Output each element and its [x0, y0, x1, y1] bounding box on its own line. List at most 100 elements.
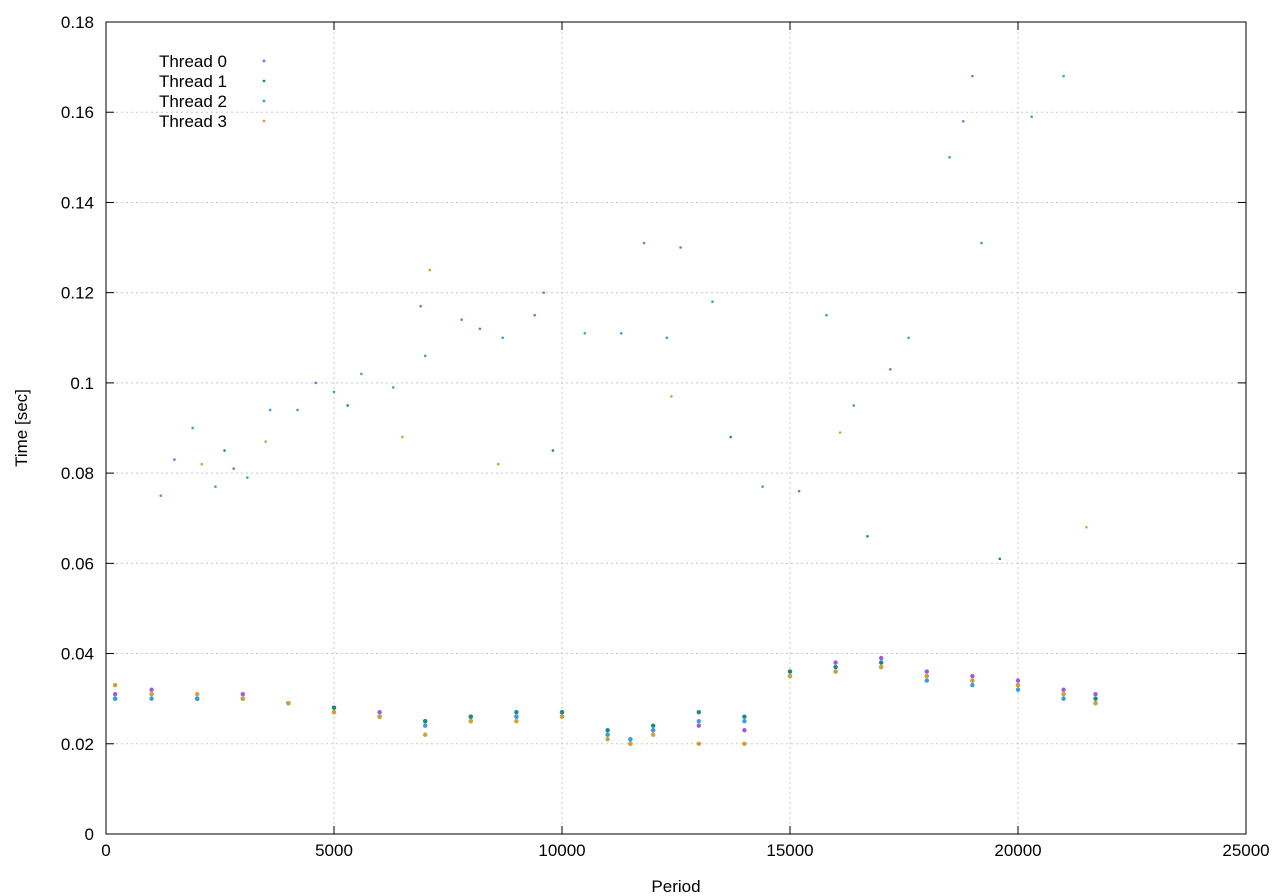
y-tick-label: 0.16	[61, 103, 94, 122]
outlier-point	[761, 485, 764, 488]
data-point	[742, 741, 747, 746]
outliers-thread-0	[173, 74, 974, 493]
y-tick-label: 0.12	[61, 284, 94, 303]
data-point	[1061, 696, 1066, 701]
data-point	[879, 655, 884, 661]
legend-marker	[262, 99, 266, 103]
legend-label: Thread 1	[159, 72, 227, 91]
data-point	[423, 719, 428, 724]
data-point	[468, 714, 473, 719]
data-point	[970, 682, 975, 688]
data-point	[1015, 682, 1021, 688]
data-point	[924, 673, 929, 679]
data-point	[605, 737, 610, 742]
outlier-point	[391, 386, 395, 389]
outlier-point	[542, 291, 546, 294]
outlier-point	[1030, 115, 1033, 119]
data-point	[240, 696, 245, 701]
outlier-point	[619, 331, 623, 335]
series-thread-1	[112, 660, 1098, 742]
outlier-point	[314, 381, 318, 385]
data-point	[149, 691, 154, 697]
data-point	[1093, 700, 1098, 706]
outlier-point	[665, 336, 669, 340]
outliers-thread-1	[223, 404, 1002, 561]
outlier-point	[332, 390, 336, 394]
data-point	[879, 664, 884, 670]
outliers-thread-2	[159, 74, 1065, 497]
x-tick-label: 25000	[1222, 841, 1269, 860]
data-point	[833, 664, 838, 670]
legend-label: Thread 3	[159, 112, 227, 131]
data-point	[1015, 678, 1021, 683]
data-point	[696, 741, 701, 746]
outliers-thread-3	[200, 268, 1088, 529]
outlier-point	[980, 241, 983, 245]
data-points	[112, 74, 1098, 746]
x-axis-title: Period	[651, 877, 700, 896]
data-point	[605, 732, 610, 737]
outlier-point	[428, 268, 432, 272]
grid-lines	[106, 22, 1246, 834]
outlier-point	[200, 462, 204, 466]
data-point	[742, 728, 747, 733]
outlier-point	[797, 489, 801, 493]
outlier-point	[478, 327, 482, 331]
outlier-point	[551, 449, 555, 452]
data-point	[1061, 691, 1066, 697]
outlier-point	[232, 467, 235, 470]
data-point	[514, 710, 519, 715]
outlier-point	[496, 462, 500, 466]
outlier-point	[268, 408, 272, 412]
data-point	[833, 660, 838, 665]
data-point	[742, 719, 747, 724]
data-point	[331, 710, 337, 715]
y-tick-label: 0.1	[70, 374, 94, 393]
data-point	[833, 669, 838, 674]
outlier-point	[346, 404, 349, 407]
outlier-point	[1062, 74, 1065, 78]
data-point	[112, 696, 118, 701]
y-tick-label: 0.14	[61, 193, 94, 212]
outlier-point	[711, 300, 714, 303]
data-point	[787, 669, 793, 674]
outlier-point	[679, 246, 682, 249]
outlier-point	[460, 318, 463, 322]
y-tick-label: 0.08	[61, 464, 94, 483]
outlier-point	[961, 119, 965, 123]
data-point	[377, 710, 382, 715]
legend-marker	[262, 59, 266, 63]
outlier-point	[423, 354, 427, 358]
data-point	[286, 700, 291, 706]
outlier-point	[838, 431, 842, 434]
y-axis-title: Time [sec]	[12, 389, 31, 467]
outlier-point	[889, 368, 892, 371]
axis-ticks: 0 5000 10000 15000 20000 25000 0 0.02 0.04 0.06 0.…	[61, 13, 1270, 860]
data-point	[559, 710, 565, 715]
outlier-point	[852, 404, 856, 407]
series-thread-3	[112, 664, 1098, 746]
x-tick-label: 15000	[766, 841, 813, 860]
data-point	[696, 719, 701, 724]
y-tick-label: 0.06	[61, 554, 94, 573]
outlier-point	[159, 494, 163, 497]
data-point	[112, 691, 118, 697]
y-tick-label: 0.18	[61, 13, 94, 32]
data-point	[605, 728, 610, 733]
y-tick-label: 0	[85, 825, 94, 844]
outlier-point	[246, 476, 249, 479]
data-point	[240, 691, 245, 697]
plot-frame	[105, 21, 1247, 835]
outlier-point	[825, 313, 828, 317]
outlier-point	[191, 426, 194, 430]
data-point	[149, 696, 154, 701]
data-point	[924, 678, 929, 683]
data-point	[377, 714, 382, 719]
data-point	[696, 723, 701, 728]
outlier-point	[998, 557, 1002, 561]
data-point	[1093, 696, 1098, 701]
outlier-point	[670, 395, 673, 398]
outlier-point	[642, 241, 646, 245]
outlier-point	[971, 74, 974, 78]
legend-label: Thread 2	[159, 92, 227, 111]
